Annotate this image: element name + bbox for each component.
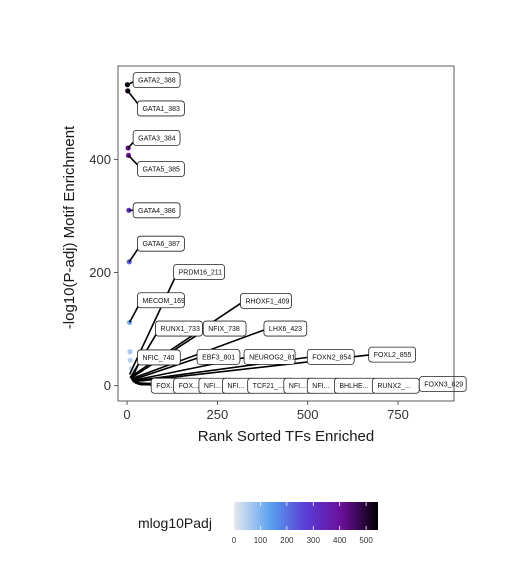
annotation-label: NFI... bbox=[289, 383, 306, 390]
colorbar bbox=[234, 502, 378, 530]
annotation-box bbox=[243, 348, 296, 365]
annotation-box bbox=[240, 292, 292, 309]
annotation-label: BHLHE... bbox=[339, 383, 368, 390]
annotation-label: NFIX_738 bbox=[208, 326, 240, 333]
colorbar-tick-label: 500 bbox=[359, 536, 373, 545]
annotation-label: RUNX1_733 bbox=[161, 326, 200, 333]
annotation-label: RHOXF1_409 bbox=[245, 298, 289, 305]
annotation-label: NFI... bbox=[227, 383, 244, 390]
annotation-label: EBF3_801 bbox=[202, 354, 235, 361]
plot-panel bbox=[118, 66, 454, 401]
colorbar-tick-label: 400 bbox=[333, 536, 347, 545]
annotation-label: GATA1_383 bbox=[142, 106, 180, 113]
annotation-label: NFI... bbox=[312, 383, 329, 390]
colorbar-tick-label: 300 bbox=[307, 536, 321, 545]
color-legend: mlog10Padj 0 100 200 300 400 500 bbox=[138, 502, 378, 545]
data-point bbox=[127, 357, 133, 363]
y-tick-label: 200 bbox=[89, 265, 111, 280]
annotation-label: GATA4_386 bbox=[138, 208, 176, 215]
annotation-label: FOX... bbox=[179, 383, 199, 390]
annotation-layer: GATA2_388 GATA1_383 GATA3_384 GATA5_385 GATA… bbox=[127, 72, 467, 394]
annotation-label: NEUROG2_81 bbox=[249, 354, 295, 361]
x-axis-title: Rank Sorted TFs Enriched bbox=[198, 428, 374, 445]
annotation-label: FOX... bbox=[156, 383, 176, 390]
annotation-label: FOXN3_829 bbox=[424, 382, 463, 389]
x-tick-label: 250 bbox=[207, 407, 229, 422]
annotation-box bbox=[173, 264, 226, 280]
axes: 0 250 500 750 0 200 400 Rank Sorted TFs Enriche… bbox=[61, 65, 455, 445]
legend-title: mlog10Padj bbox=[138, 515, 212, 531]
annotation-label: FOXN2_854 bbox=[312, 354, 351, 361]
x-tick-label: 500 bbox=[297, 407, 319, 422]
annotation-label: PRDM16_211 bbox=[179, 269, 223, 276]
plot-border bbox=[117, 65, 455, 402]
annotation-box bbox=[137, 235, 185, 252]
x-tick-label: 0 bbox=[123, 407, 130, 422]
annotation-box bbox=[132, 72, 181, 89]
annotation-label: RUNX2_... bbox=[377, 383, 411, 390]
annotation-box bbox=[132, 202, 181, 219]
x-tick-label: 750 bbox=[387, 407, 409, 422]
annotation-label: MECOM_169 bbox=[142, 298, 185, 305]
annotation-box bbox=[155, 320, 203, 337]
annotation-box bbox=[137, 292, 185, 309]
annotation-label: GATA5_385 bbox=[142, 166, 180, 173]
annotation-box bbox=[368, 346, 417, 363]
annotation-box bbox=[418, 376, 467, 392]
annotation-box bbox=[137, 349, 181, 366]
annotation-label: FOXL2_855 bbox=[374, 352, 412, 359]
annotation-label: NFIC_740 bbox=[142, 355, 174, 362]
annotation-label: NFI... bbox=[204, 383, 221, 390]
colorbar-tick-label: 100 bbox=[254, 536, 268, 545]
colorbar-tick-label: 0 bbox=[232, 536, 237, 545]
annotation-label: TCF21_... bbox=[253, 383, 284, 390]
annotation-label: GATA6_387 bbox=[142, 241, 180, 248]
annotation-label: GATA3_384 bbox=[138, 135, 176, 142]
annotation-box bbox=[137, 100, 185, 117]
annotation-connector bbox=[131, 356, 202, 381]
y-tick-label: 0 bbox=[104, 378, 111, 393]
plot-area bbox=[118, 66, 454, 401]
annotation-box bbox=[202, 320, 247, 337]
annotation-label: GATA2_388 bbox=[138, 78, 176, 85]
y-axis-title: -log10(P-adj) Motif Enrichment bbox=[61, 125, 78, 329]
annotation-box bbox=[306, 348, 355, 365]
data-point bbox=[127, 349, 133, 355]
colorbar-tick-label: 200 bbox=[280, 536, 294, 545]
annotation-box bbox=[137, 161, 185, 177]
annotation-box bbox=[263, 320, 308, 337]
annotation-box bbox=[196, 348, 241, 365]
annotation-box bbox=[132, 129, 181, 146]
y-tick-label: 400 bbox=[89, 152, 111, 167]
annotation-label: LHX6_423 bbox=[269, 326, 302, 333]
